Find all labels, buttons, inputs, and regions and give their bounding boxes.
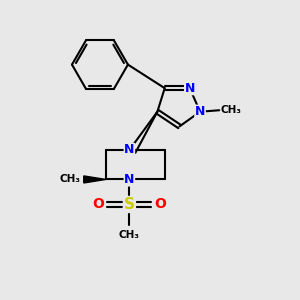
Text: CH₃: CH₃ bbox=[119, 230, 140, 239]
Text: N: N bbox=[195, 105, 205, 118]
Text: O: O bbox=[92, 197, 104, 212]
Text: CH₃: CH₃ bbox=[221, 105, 242, 115]
Text: N: N bbox=[184, 82, 195, 95]
Polygon shape bbox=[84, 176, 106, 183]
Text: N: N bbox=[124, 173, 135, 186]
Text: S: S bbox=[124, 197, 135, 212]
Text: O: O bbox=[154, 197, 166, 212]
Text: N: N bbox=[124, 143, 135, 157]
Text: CH₃: CH₃ bbox=[60, 174, 81, 184]
